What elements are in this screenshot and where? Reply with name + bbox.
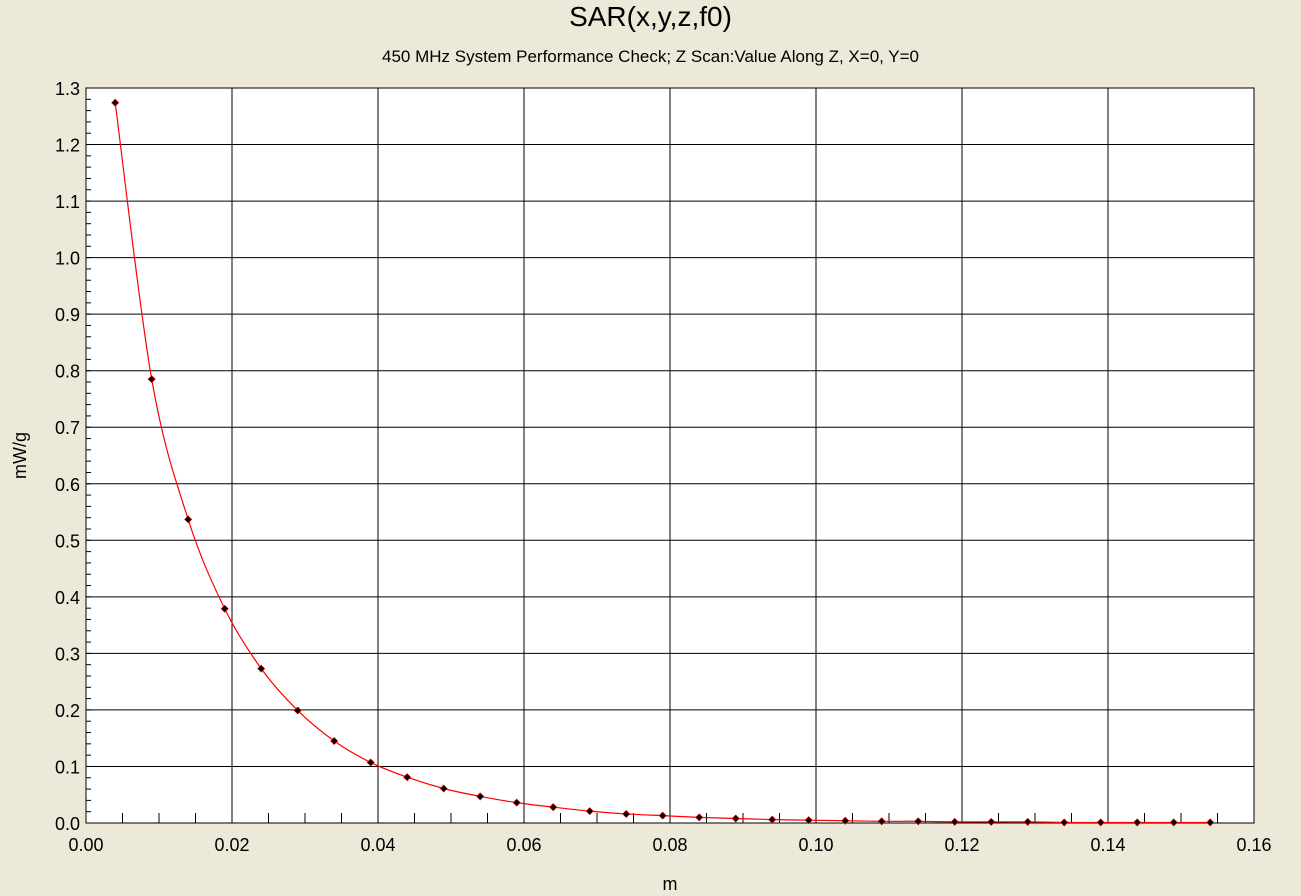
data-point: [585, 807, 594, 816]
x-tick-label: 0.08: [652, 835, 687, 855]
y-tick-label: 0.5: [55, 531, 80, 551]
data-point: [549, 803, 558, 812]
x-tick-label: 0.04: [360, 835, 395, 855]
data-point: [330, 736, 339, 746]
y-tick-label: 0.0: [55, 814, 80, 834]
y-tick-label: 1.3: [55, 79, 80, 99]
x-tick-label: 0.12: [944, 835, 979, 855]
data-point: [147, 375, 156, 384]
data-point: [1133, 818, 1142, 827]
data-point: [914, 817, 923, 826]
y-tick-label: 0.4: [55, 588, 80, 608]
data-point: [512, 798, 521, 807]
data-point: [658, 811, 667, 820]
data-point: [841, 816, 850, 825]
data-point: [877, 817, 886, 826]
data-point: [695, 813, 704, 822]
y-axis-label: mW/g: [10, 432, 30, 479]
y-tick-label: 0.2: [55, 701, 80, 721]
y-tick-label: 1.1: [55, 192, 80, 212]
data-point: [731, 814, 740, 823]
y-tick-label: 0.7: [55, 418, 80, 438]
data-point: [1206, 818, 1215, 827]
x-tick-label: 0.06: [506, 835, 541, 855]
y-tick-label: 0.9: [55, 305, 80, 325]
y-tick-label: 0.3: [55, 644, 80, 664]
y-tick-label: 1.0: [55, 249, 80, 269]
data-point: [1060, 818, 1069, 827]
data-point: [987, 817, 996, 826]
y-tick-label: 0.1: [55, 757, 80, 777]
series-markers: [111, 98, 1215, 827]
data-point: [111, 98, 120, 107]
data-point: [257, 664, 266, 673]
data-point: [476, 792, 485, 801]
y-tick-labels: 0.0 0.1 0.2 0.3 0.4 0.5 0.6 0.7 0.8 0.9 1.0 1.1 1.2 1…: [55, 79, 80, 834]
x-axis-label: m: [663, 874, 678, 894]
data-point: [950, 817, 959, 826]
x-tick-labels: 0.00 0.02 0.04 0.06 0.08 0.10 0.12 0.14 0.16: [68, 835, 1271, 855]
data-point: [403, 773, 412, 782]
data-point: [439, 784, 448, 793]
x-tick-label: 0.00: [68, 835, 103, 855]
data-point: [768, 815, 777, 824]
y-tick-label: 0.6: [55, 475, 80, 495]
x-tick-label: 0.14: [1090, 835, 1125, 855]
data-point: [1169, 818, 1178, 827]
data-point: [804, 816, 813, 825]
chart-subtitle: 450 MHz System Performance Check; Z Scan…: [381, 47, 920, 66]
chart-title: SAR(x,y,z,f0): [569, 1, 732, 32]
y-tick-label: 0.8: [55, 362, 80, 382]
data-point: [1096, 818, 1105, 827]
grid-lines: [85, 87, 1255, 824]
x-tick-label: 0.16: [1236, 835, 1271, 855]
data-point: [622, 809, 631, 818]
data-point: [366, 758, 375, 767]
x-tick-label: 0.02: [214, 835, 249, 855]
data-point: [184, 515, 193, 524]
data-point: [293, 706, 302, 715]
y-tick-label: 1.2: [55, 136, 80, 156]
data-point: [1023, 817, 1032, 826]
x-tick-label: 0.10: [798, 835, 833, 855]
minor-ticks: [85, 87, 1255, 824]
data-point: [220, 604, 229, 613]
